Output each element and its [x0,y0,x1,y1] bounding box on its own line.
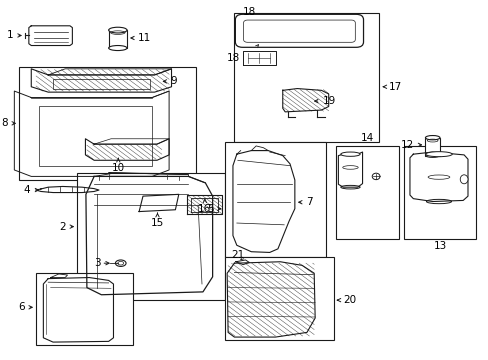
Text: 14: 14 [360,133,373,143]
Text: 20: 20 [343,295,356,305]
Ellipse shape [425,135,439,140]
Text: 19: 19 [322,96,335,106]
Text: 3: 3 [94,258,100,268]
Bar [53,78,149,89]
Text: 18: 18 [242,7,255,17]
Bar [224,142,325,257]
Text: 11: 11 [138,33,151,43]
Ellipse shape [371,173,379,180]
Text: 17: 17 [388,82,402,92]
Ellipse shape [459,175,467,184]
Ellipse shape [108,45,127,50]
Bar [108,30,127,48]
Text: 15: 15 [151,218,164,228]
Ellipse shape [425,154,439,157]
Text: 6: 6 [19,302,25,312]
Bar [39,107,152,166]
Text: 8: 8 [1,118,8,128]
Text: 5: 5 [206,204,213,214]
Text: 7: 7 [305,197,312,207]
Text: 1: 1 [7,31,14,40]
Text: 4: 4 [23,185,30,195]
Text: 18: 18 [226,53,240,63]
Text: 2: 2 [60,222,66,231]
Text: 21: 21 [230,250,244,260]
Ellipse shape [108,27,127,33]
FancyBboxPatch shape [235,14,363,47]
Bar [335,146,398,239]
Bar [403,146,475,239]
Bar [36,273,133,345]
Text: 12: 12 [400,140,413,150]
Bar [234,13,379,142]
Bar [77,173,224,300]
Bar [224,257,333,339]
Bar [425,138,439,156]
Ellipse shape [115,260,126,266]
Text: 10: 10 [112,163,124,173]
Text: 16: 16 [198,204,211,214]
Text: 9: 9 [170,76,177,86]
Text: 13: 13 [432,241,446,251]
Ellipse shape [340,152,359,156]
Ellipse shape [425,152,451,157]
Bar [19,67,195,180]
